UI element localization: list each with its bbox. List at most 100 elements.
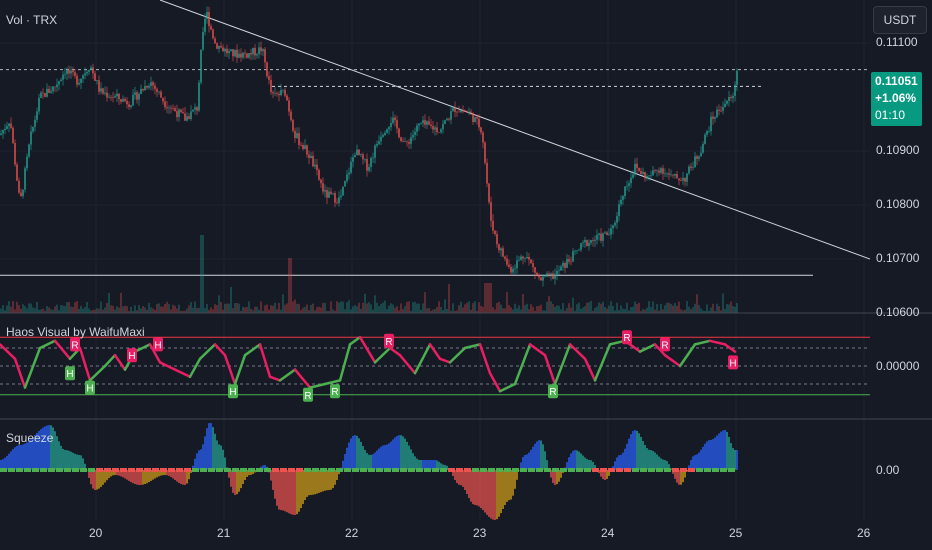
haos-marker[interactable]: R bbox=[303, 387, 313, 402]
volume-bar bbox=[326, 310, 328, 313]
candle bbox=[122, 98, 124, 102]
volume-bar bbox=[634, 301, 636, 313]
squeeze-dot bbox=[40, 468, 47, 472]
haos-line-segment bbox=[568, 343, 587, 361]
haos-marker-text: H bbox=[229, 387, 236, 398]
volume-bar bbox=[284, 304, 286, 313]
trendline[interactable] bbox=[159, 0, 871, 260]
squeeze-bar bbox=[370, 454, 372, 470]
squeeze-bar bbox=[628, 438, 630, 470]
volume-bar bbox=[86, 302, 88, 313]
squeeze-bar bbox=[374, 452, 376, 470]
haos-line-segment bbox=[243, 343, 262, 357]
haos-marker[interactable]: H bbox=[153, 337, 163, 352]
squeeze-bar bbox=[50, 425, 52, 470]
haos-indicator-pane[interactable]: R H H H H H R R R R R R H bbox=[0, 330, 870, 402]
candle bbox=[244, 52, 246, 54]
candle bbox=[404, 141, 406, 143]
volume-bar bbox=[368, 302, 370, 313]
candle bbox=[170, 107, 172, 109]
squeeze-bar bbox=[482, 470, 484, 511]
volume-bar bbox=[588, 302, 590, 313]
haos-marker[interactable]: H bbox=[728, 355, 738, 370]
volume-bar bbox=[488, 283, 490, 313]
haos-marker[interactable]: H bbox=[65, 366, 75, 381]
squeeze-dot bbox=[568, 468, 575, 472]
haos-marker-box bbox=[127, 348, 137, 363]
squeeze-bar bbox=[206, 428, 208, 470]
squeeze-bar bbox=[680, 470, 682, 485]
haos-marker-box bbox=[70, 337, 80, 352]
squeeze-bar bbox=[618, 455, 620, 470]
haos-marker[interactable]: R bbox=[330, 384, 340, 399]
squeeze-bar bbox=[698, 452, 700, 470]
candle bbox=[18, 180, 20, 193]
candle bbox=[422, 120, 424, 124]
candle bbox=[310, 155, 312, 159]
volume-bar bbox=[590, 301, 592, 313]
haos-marker[interactable]: R bbox=[70, 337, 80, 352]
candle bbox=[680, 180, 682, 181]
squeeze-bar bbox=[148, 470, 150, 483]
volume-bar bbox=[106, 303, 108, 313]
candle bbox=[554, 274, 556, 279]
volume-bar bbox=[156, 304, 158, 313]
squeeze-dot bbox=[176, 468, 183, 472]
volume-bar bbox=[36, 301, 38, 313]
candle bbox=[564, 262, 566, 268]
haos-marker[interactable]: H bbox=[127, 348, 137, 363]
currency-button[interactable]: USDT bbox=[873, 6, 927, 34]
volume-bar bbox=[272, 305, 274, 313]
squeeze-dot bbox=[704, 468, 711, 472]
haos-line-segment bbox=[708, 339, 727, 346]
haos-marker[interactable]: H bbox=[85, 380, 95, 395]
volume-bar bbox=[214, 304, 216, 313]
volume-bar bbox=[462, 307, 464, 313]
candle bbox=[314, 164, 316, 167]
squeeze-dot bbox=[120, 468, 127, 472]
candle bbox=[204, 18, 206, 32]
candle bbox=[72, 70, 74, 73]
volume-bar bbox=[708, 310, 710, 313]
squeeze-bar bbox=[126, 470, 128, 480]
squeeze-bar bbox=[104, 470, 106, 483]
squeeze-bar bbox=[508, 470, 510, 501]
haos-marker[interactable]: R bbox=[384, 333, 394, 348]
squeeze-bar bbox=[44, 426, 46, 470]
volume-bar bbox=[572, 297, 574, 313]
squeeze-bar bbox=[540, 440, 542, 470]
haos-marker[interactable]: H bbox=[228, 384, 238, 399]
volume-bar bbox=[2, 305, 4, 313]
haos-marker[interactable]: R bbox=[660, 337, 670, 352]
haos-marker[interactable]: R bbox=[548, 384, 558, 399]
volume-bar bbox=[390, 303, 392, 313]
squeeze-dot bbox=[240, 468, 247, 472]
candle bbox=[420, 123, 422, 124]
squeeze-dot bbox=[536, 468, 543, 472]
candle bbox=[246, 53, 248, 58]
volume-bar bbox=[190, 302, 192, 313]
squeeze-bar bbox=[282, 470, 284, 511]
volume-bar bbox=[306, 304, 308, 313]
squeeze-dot bbox=[48, 468, 55, 472]
volume-bar bbox=[372, 309, 374, 313]
volume-bar bbox=[186, 308, 188, 313]
volume-bar bbox=[294, 299, 296, 313]
main-price-pane[interactable] bbox=[0, 0, 871, 313]
volume-bar bbox=[430, 310, 432, 313]
squeeze-bar bbox=[410, 449, 412, 470]
candle bbox=[184, 113, 186, 121]
squeeze-dot bbox=[80, 468, 87, 472]
squeeze-bar bbox=[244, 470, 246, 480]
squeeze-bar bbox=[576, 450, 578, 470]
candle bbox=[708, 131, 710, 132]
haos-marker[interactable]: R bbox=[622, 330, 632, 345]
squeeze-indicator-pane[interactable] bbox=[0, 423, 738, 520]
volume-bar bbox=[640, 310, 642, 313]
squeeze-bar bbox=[88, 470, 90, 478]
squeeze-bar bbox=[402, 436, 404, 470]
haos-line-segment bbox=[693, 339, 712, 346]
squeeze-dot bbox=[696, 468, 703, 472]
haos-line-segment bbox=[0, 343, 17, 361]
